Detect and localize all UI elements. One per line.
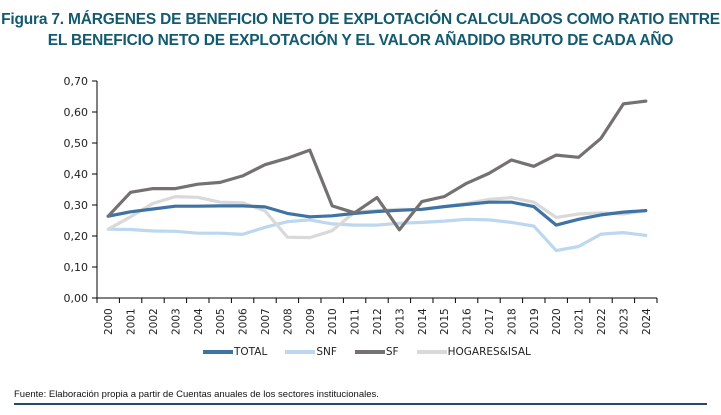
x-tick-label: 2023: [618, 308, 630, 335]
legend-label: TOTAL: [234, 346, 268, 358]
x-tick-label: 2005: [215, 308, 227, 335]
series-lines: [106, 99, 648, 253]
y-tick-label: 0,30: [64, 199, 89, 212]
figure-title-line-1: Figura 7. MÁRGENES DE BENEFICIO NETO DE …: [1, 11, 720, 28]
legend-swatch: [354, 350, 385, 354]
y-tick-label: 0,50: [64, 137, 89, 150]
x-tick-label: 2021: [574, 308, 586, 335]
x-tick-label: 2024: [641, 308, 653, 335]
legend-item: SF: [354, 346, 399, 358]
y-tick-label: 0,00: [64, 292, 89, 305]
x-tick-label: 2004: [193, 308, 205, 335]
legend-label: SF: [385, 346, 399, 358]
x-tick-label: 2018: [506, 308, 518, 335]
x-tick-label: 2016: [462, 308, 474, 335]
x-tick-label: 2010: [327, 308, 339, 335]
legend-swatch: [203, 350, 233, 354]
figure-title: Figura 7. MÁRGENES DE BENEFICIO NETO DE …: [0, 9, 721, 51]
x-axis: 2000 2001 2002 2003 2004 2005 2006 2007 2008 2009…: [96, 297, 658, 335]
x-tick-label: 2017: [484, 308, 496, 335]
legend-label: HOGARES&ISAL: [447, 346, 531, 358]
x-tick-label: 2019: [529, 308, 541, 335]
legend-item: TOTAL: [203, 346, 267, 358]
series-line-sf: [106, 99, 648, 232]
x-tick-label: 2011: [350, 308, 362, 335]
y-axis: 0,00 0,10 0,20 0,30 0,40 0,50 0,60 0,70: [64, 75, 98, 305]
x-tick-label: 2013: [394, 308, 406, 335]
x-tick-label: 2009: [305, 308, 317, 335]
figure-title-line-2: EL BENEFICIO NETO DE EXPLOTACIÓN Y EL VA…: [47, 32, 674, 49]
source-note: Fuente: Elaboración propia a partir de C…: [14, 389, 379, 400]
y-tick-label: 0,70: [64, 75, 89, 88]
x-tick-label: 2003: [170, 308, 182, 335]
legend-swatch: [416, 350, 447, 354]
x-tick-label: 2000: [103, 308, 115, 335]
series-line-total: [106, 200, 648, 227]
legend: TOTAL SNF SF HOGARES&ISAL: [203, 346, 549, 358]
x-tick-label: 2014: [417, 308, 429, 335]
legend-item: SNF: [285, 346, 337, 358]
y-tick-label: 0,60: [64, 106, 89, 119]
y-tick-label: 0,40: [64, 168, 89, 181]
series-line-snf: [106, 217, 648, 253]
x-tick-label: 2015: [439, 308, 451, 335]
legend-swatch: [285, 350, 316, 354]
y-tick-label: 0,10: [64, 261, 89, 274]
x-tick-label: 2001: [126, 308, 138, 335]
bottom-rule: [14, 403, 707, 405]
x-tick-label: 2007: [260, 308, 272, 335]
x-tick-label: 2022: [596, 308, 608, 335]
x-tick-label: 2008: [282, 308, 294, 335]
x-tick-label: 2006: [238, 308, 250, 335]
x-tick-label: 2002: [148, 308, 160, 335]
y-tick-label: 0,20: [64, 230, 89, 243]
x-tick-label: 2012: [372, 308, 384, 335]
x-tick-label: 2020: [551, 308, 563, 335]
legend-label: SNF: [316, 346, 337, 358]
legend-item: HOGARES&ISAL: [416, 346, 531, 358]
